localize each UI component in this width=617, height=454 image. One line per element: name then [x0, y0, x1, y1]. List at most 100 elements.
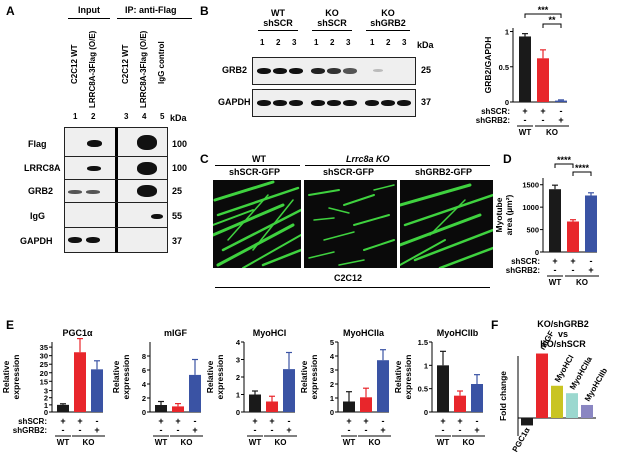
bar [585, 195, 597, 252]
sign-shscr: + [77, 416, 82, 426]
f-title-line3: KO/shSCR [540, 339, 586, 349]
sign-shscr: + [457, 416, 462, 426]
chart-title: MyoHCIIa [343, 328, 385, 338]
sign-shscr: + [158, 416, 163, 426]
category-label: PGC1α [511, 426, 532, 454]
myotube-image-1 [213, 180, 301, 268]
shscr-row-label: shSCR: [481, 107, 510, 116]
y-axis-label: GRB2/GAPDH [483, 37, 493, 94]
c-sub-3: shGRB2-GFP [415, 167, 473, 177]
significance-label: **** [575, 163, 590, 173]
b-rep-1: 1 [260, 38, 265, 47]
significance-label: **** [557, 155, 572, 165]
y-axis-label: Relativeexpression [206, 355, 225, 400]
y-tick-label: 0.5 [499, 63, 509, 72]
panel-label-d: D [503, 152, 512, 166]
input-group-line [68, 18, 110, 19]
sign-shscr: + [346, 416, 351, 426]
sign-shgrb2: - [365, 425, 368, 435]
bar [566, 393, 578, 418]
group-label-wt: WT [549, 278, 562, 287]
y-axis-label: Relativeexpression [300, 355, 319, 400]
y-tick-label: 20 [40, 369, 48, 378]
blot-b-grb2 [252, 57, 416, 85]
lane-number-5: 5 [160, 112, 165, 121]
panel-label-a: A [6, 4, 15, 18]
bar [360, 397, 372, 412]
sign-shgrb2: - [254, 425, 257, 435]
blot-a-kda-igg: 55 [172, 211, 183, 221]
y-tick-label: 25 [40, 360, 48, 369]
group-label-wt: WT [519, 128, 532, 137]
sign-shgrb2: - [554, 265, 557, 275]
y-tick-label: 2 [330, 380, 334, 389]
y-axis-label: Relativeexpression [394, 355, 413, 400]
bar [189, 374, 201, 412]
c-header-wt: WT [252, 154, 266, 164]
group-label-wt: WT [343, 438, 356, 447]
y-tick-label: 1000 [522, 203, 539, 212]
bar [249, 394, 261, 412]
lane-number-1: 1 [73, 112, 78, 121]
chart-title: MyoHCIIb [437, 328, 479, 338]
group-label-wt: WT [57, 438, 70, 447]
y-axis-label: Relativeexpression [1, 355, 21, 400]
sign-shgrb2: + [558, 115, 563, 125]
chart-title: mIGF [164, 328, 188, 338]
blot-a-kda-grb2: 25 [172, 186, 183, 196]
c-sub-1: shSCR-GFP [229, 167, 281, 177]
y-axis-label: Relativeexpression [112, 355, 131, 400]
y-tick-label: 0 [330, 408, 334, 417]
b-group-ko-scr-line2: shSCR [317, 18, 347, 28]
bar [454, 395, 466, 412]
blot-a-label-igg: IgG [30, 211, 45, 221]
blot-a-lrrc8a [64, 156, 168, 182]
kda-header-b: kDa [417, 40, 434, 50]
b-group-ko-grb2-line1: KO [381, 8, 395, 18]
y-tick-label: 2 [142, 394, 146, 403]
blot-a-label-gapdh: GAPDH [20, 236, 53, 246]
b-group-ko-grb2: KO shGRB2 [366, 8, 410, 28]
blot-a-kda-lrrc8a: 100 [172, 163, 188, 173]
lane-label-1: C2C12 WT [70, 44, 79, 84]
sign-shscr: + [60, 416, 65, 426]
bar [551, 385, 563, 418]
bar [172, 406, 184, 412]
y-tick-label: 35 [40, 343, 48, 352]
sign-shgrb2: - [348, 425, 351, 435]
y-tick-label: 0 [236, 408, 240, 417]
b-group-wt: WT shSCR [258, 8, 298, 28]
sign-shscr: + [175, 416, 180, 426]
b-rep-5: 2 [330, 38, 335, 47]
bar [521, 418, 533, 426]
y-tick-label: 4 [142, 380, 147, 389]
blot-a-label-lrrc8a: LRRC8A [24, 163, 61, 173]
b-group-ko-scr-line1: KO [325, 8, 339, 18]
sign-shscr: - [476, 416, 479, 426]
sign-shscr: - [382, 416, 385, 426]
bar [91, 369, 103, 412]
f-title-line2: vs [558, 329, 568, 339]
bar [519, 36, 531, 103]
sign-shscr: + [363, 416, 368, 426]
group-label-ko: KO [576, 278, 588, 287]
bar [343, 401, 355, 412]
group-label-ko: KO [546, 128, 558, 137]
f-title-line1: KO/shGRB2 [537, 319, 589, 329]
c-header-ko: Lrrc8a KO [346, 154, 390, 164]
lane-label-2: LRRC8A-3Flag (O/E) [88, 30, 97, 108]
sign-shgrb2: + [286, 425, 291, 435]
sign-shscr: - [194, 416, 197, 426]
blot-a-label-flag: Flag [28, 139, 47, 149]
panel-label-c: C [200, 152, 209, 166]
shgrb2-row-label: shGRB2: [506, 266, 540, 275]
sign-shgrb2: - [177, 425, 180, 435]
group-label-wt: WT [249, 438, 262, 447]
blot-b-label-grb2: GRB2 [222, 65, 248, 75]
y-tick-label: 0 [505, 98, 509, 107]
bar [57, 404, 69, 412]
input-group-label: Input [78, 5, 100, 15]
